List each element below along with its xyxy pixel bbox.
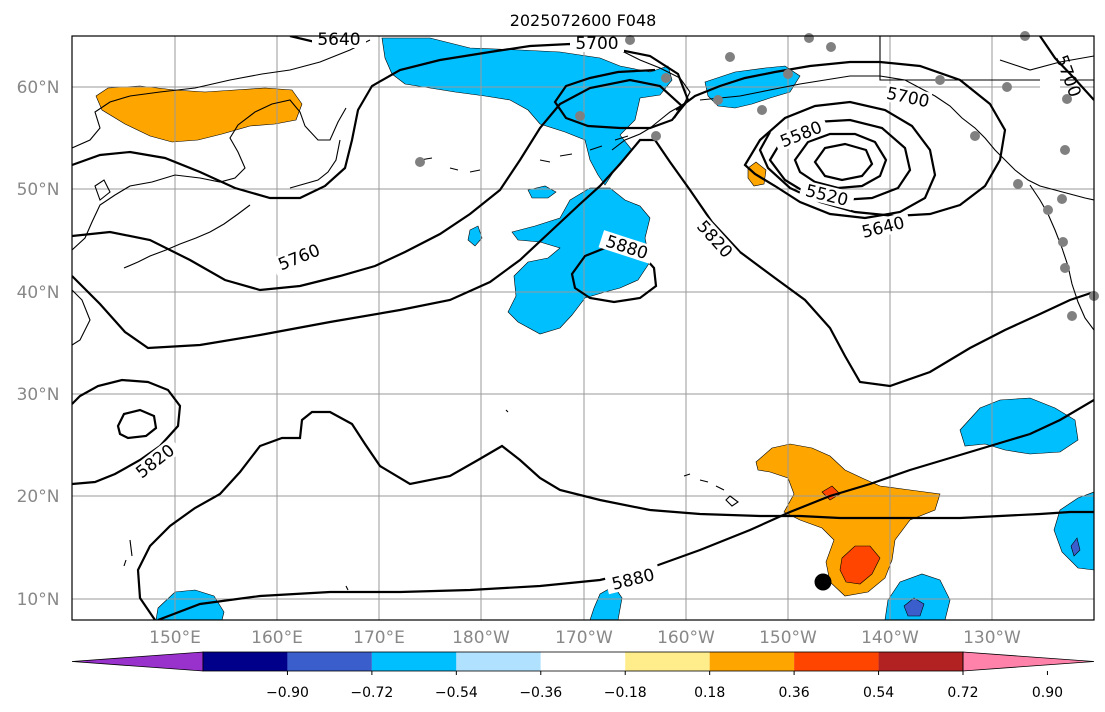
colorbar-tick-label: 0.54	[863, 685, 894, 701]
contour-label-5700-north: 5700	[575, 34, 618, 54]
contour-5880-south	[136, 410, 1094, 620]
lon-label-180w: 180°W	[452, 628, 510, 648]
lon-label-170w: 170°W	[555, 628, 613, 648]
coast-kuril	[123, 139, 341, 269]
coastlines	[72, 36, 1094, 591]
anomaly-strong-negative-2	[1070, 537, 1081, 557]
colorbar-cell	[203, 652, 288, 671]
colorbar-tick-label: −0.90	[266, 685, 309, 701]
colorbar-cell	[287, 652, 372, 671]
colorbar-cell	[709, 652, 795, 671]
colorbar-ticks: −0.90 −0.72 −0.54 −0.36 −0.18 0.18 0.36 0.54 0.7…	[266, 671, 1063, 701]
station-dot	[1057, 194, 1067, 204]
contour-5700-main	[72, 42, 690, 200]
lat-label-50n: 50°N	[17, 180, 60, 200]
station-dot	[725, 52, 735, 62]
colorbar-tick-label: −0.18	[604, 685, 647, 701]
lon-label-160e: 160°E	[251, 628, 303, 648]
anomaly-negative-east	[959, 397, 1079, 455]
anomaly-negative-midpacific	[507, 187, 651, 335]
colorbar-cell	[625, 652, 710, 671]
contour-5880-cell	[570, 244, 658, 304]
station-dot	[651, 131, 661, 141]
colorbar-tick-label: −0.72	[350, 685, 393, 701]
colorbar-cell	[878, 652, 963, 671]
lon-label-170e: 170°E	[353, 628, 405, 648]
colorbar: −0.90 −0.72 −0.54 −0.36 −0.18 0.18 0.36 0.54 0.7…	[71, 651, 1095, 701]
station-dot	[661, 73, 671, 83]
station-dot	[1062, 94, 1072, 104]
station-dot	[575, 111, 585, 121]
station-dot	[970, 131, 980, 141]
station-dot	[1060, 263, 1070, 273]
station-dot	[757, 105, 767, 115]
colorbar-frame	[202, 651, 964, 672]
station-dot	[935, 75, 945, 85]
storm-position-marker	[814, 573, 832, 591]
colorbar-tick-label: 0.72	[947, 685, 978, 701]
colorbar-tick-label: 0.18	[694, 685, 725, 701]
coast-asia	[72, 39, 371, 346]
lat-label-60n: 60°N	[17, 78, 60, 98]
colorbar-cell	[794, 652, 879, 671]
colorbar-tick-label: −0.36	[519, 685, 562, 701]
lat-label-20n: 20°N	[17, 487, 60, 507]
station-dot	[783, 69, 793, 79]
station-dot	[804, 33, 814, 43]
station-dot	[1043, 205, 1053, 215]
station-dot	[1067, 311, 1077, 321]
contour-5460-ring	[813, 142, 874, 182]
coast-aleutians	[419, 135, 629, 173]
contour-5520-ring	[793, 132, 888, 190]
station-dot	[1060, 145, 1070, 155]
station-dot	[1058, 237, 1068, 247]
station-dot	[625, 35, 635, 45]
lon-label-150e: 150°E	[149, 628, 201, 648]
contour-5820-south	[72, 378, 182, 486]
anomaly-negative-southwest	[155, 589, 225, 620]
station-dot	[826, 42, 836, 52]
colorbar-cells	[71, 651, 1095, 672]
colorbar-cell	[540, 652, 626, 671]
contour-5700-northeast	[1039, 36, 1094, 101]
contour-5640-ring	[743, 100, 937, 220]
station-dot	[1002, 82, 1012, 92]
anomaly-negative-south-central	[884, 573, 951, 620]
map-panel: 5640 5700 5700 5700 5580 5520 5640 5760 …	[71, 30, 1099, 621]
anomaly-positive-hawaii	[755, 443, 941, 597]
station-dot	[415, 157, 425, 167]
lat-label-40n: 40°N	[17, 283, 60, 303]
map-frame	[71, 35, 1095, 621]
axis-labels: 60°N 50°N 40°N 30°N 20°N 10°N 150°E 160°…	[17, 78, 1021, 648]
contour-5880-diagonal	[157, 399, 1094, 620]
station-dot	[1013, 179, 1023, 189]
anomaly-negative-small-2	[467, 225, 483, 247]
anomaly-strong-positive-1	[839, 545, 881, 585]
station-dot	[713, 95, 723, 105]
colorbar-tick-label: 0.90	[1032, 685, 1063, 701]
anomaly-negative-south-mid	[589, 585, 623, 620]
colorbar-extend-high	[962, 651, 1095, 672]
lon-label-140w: 140°W	[861, 628, 919, 648]
map-title: 2025072600 F048	[510, 11, 657, 30]
contour-labels: 5640 5700 5700 5700 5580 5520 5640 5760 …	[128, 30, 1084, 595]
contour-5760	[72, 78, 684, 292]
coast-hawaii	[683, 473, 739, 507]
lat-label-30n: 30°N	[17, 385, 60, 405]
coast-islands-west	[123, 409, 509, 591]
lon-label-160w: 160°W	[657, 628, 715, 648]
contour-label-5640-north: 5640	[317, 30, 360, 50]
lat-label-10n: 10°N	[17, 590, 60, 610]
colorbar-tick-label: 0.36	[779, 685, 810, 701]
contour-5880-small	[116, 408, 158, 440]
colorbar-tick-label: −0.54	[435, 685, 478, 701]
station-markers	[415, 31, 1099, 591]
lon-label-130w: 130°W	[963, 628, 1021, 648]
colorbar-extend-low	[71, 651, 204, 672]
colorbar-cell	[371, 652, 457, 671]
colorbar-cell	[456, 652, 541, 671]
lon-label-150w: 150°W	[759, 628, 817, 648]
